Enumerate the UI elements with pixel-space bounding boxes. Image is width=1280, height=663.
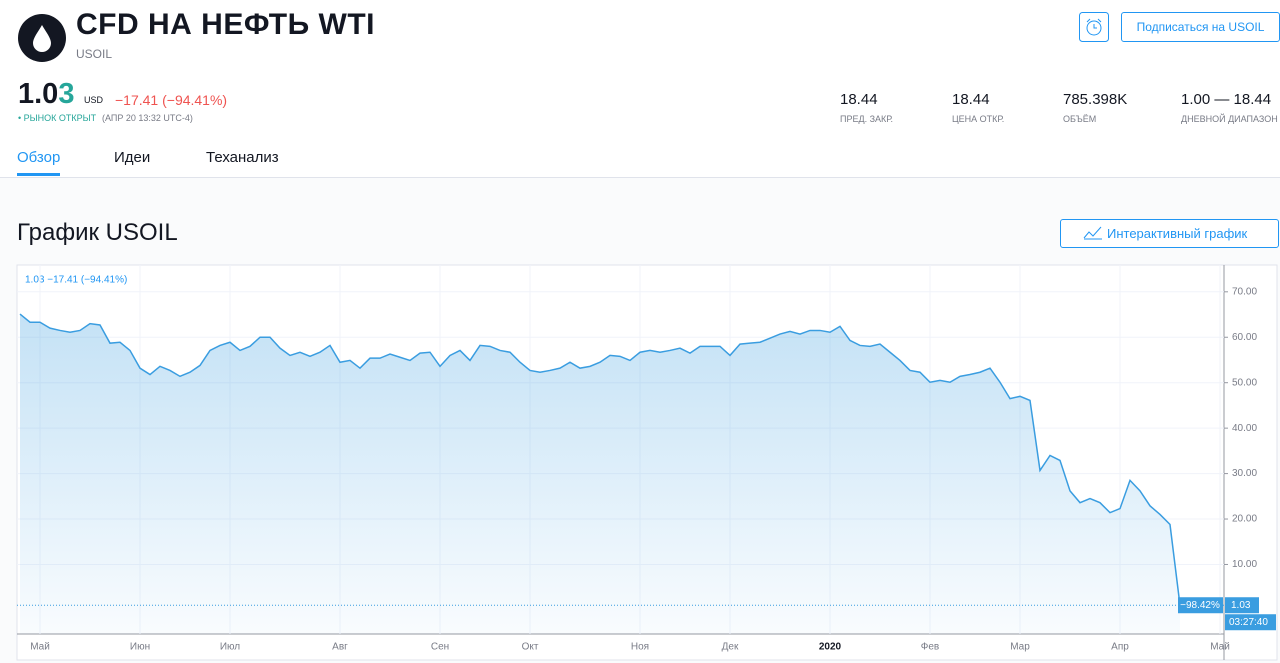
- y-tick-label: 60.00: [1232, 332, 1257, 343]
- x-tick-label: 2020: [819, 642, 842, 653]
- x-tick-label: Окт: [522, 642, 539, 653]
- x-tick-label: Мар: [1010, 642, 1030, 653]
- line: [19, 313, 1181, 606]
- x-tick-label: Май: [1210, 642, 1230, 653]
- countdown-label: 03:27:40: [1229, 617, 1268, 628]
- stat-label: ДНЕВНОЙ ДИАПАЗОН: [1181, 114, 1278, 124]
- x-tick-label: Ноя: [631, 642, 649, 653]
- change-badge: [1178, 597, 1223, 614]
- section-title: График USOIL: [17, 219, 178, 246]
- stat-value: 18.44: [840, 91, 878, 108]
- y-tick-label: 10.00: [1232, 559, 1257, 570]
- change-label: −98.42%: [1180, 600, 1220, 611]
- logo: [18, 14, 66, 62]
- area: [20, 314, 1180, 634]
- interactive-chart-button[interactable]: Интерактивный график: [1060, 219, 1279, 248]
- x-tick-label: Дек: [722, 642, 739, 653]
- alert-button[interactable]: [1079, 12, 1109, 42]
- stat-label: ОБЪЁМ: [1063, 114, 1097, 124]
- button-label: Интерактивный график: [1107, 226, 1248, 241]
- tab[interactable]: Теханализ: [206, 149, 279, 166]
- currency: USD: [84, 95, 104, 105]
- price-last-digit: 3: [58, 78, 75, 110]
- countdown-badge: [1225, 614, 1276, 631]
- x-tick-label: Июн: [130, 642, 150, 653]
- stat-value: 18.44: [952, 91, 990, 108]
- tab[interactable]: Обзор: [17, 149, 61, 176]
- x-tick-label: Фев: [921, 642, 939, 653]
- stat-label: ЦЕНА ОТКР.: [952, 114, 1005, 124]
- chart-icon: [1083, 226, 1102, 240]
- x-tick-label: Сен: [431, 642, 449, 653]
- y-tick-label: 30.00: [1232, 468, 1257, 479]
- x-tick-label: Авг: [332, 642, 348, 653]
- tab[interactable]: Идеи: [114, 149, 151, 166]
- title: CFD НА НЕФТЬ WTI: [76, 8, 375, 41]
- change: −17.41 (−94.41%): [115, 92, 228, 108]
- market-time: (АПР 20 13:32 UTC-4): [102, 113, 193, 123]
- y-tick-label: 20.00: [1232, 514, 1257, 525]
- x-tick-label: Апр: [1111, 642, 1129, 653]
- price-badge: [1225, 597, 1259, 614]
- y-tick-label: 50.00: [1232, 377, 1257, 388]
- stat-value: 1.00 — 18.44: [1181, 91, 1272, 108]
- y-tick-label: 70.00: [1232, 286, 1257, 297]
- price: 1.03: [18, 78, 74, 111]
- market-status: • РЫНОК ОТКРЫТ: [18, 113, 97, 123]
- x-tick-label: Июл: [220, 642, 240, 653]
- legend-text: 1.03 −17.41 (−94.41%): [25, 275, 127, 286]
- stat-value: 785.398K: [1063, 91, 1128, 108]
- price-label: 1.03: [1231, 600, 1251, 611]
- ticker: USOIL: [76, 47, 113, 61]
- x-tick-label: Май: [30, 642, 50, 653]
- stat-label: ПРЕД. ЗАКР.: [840, 114, 894, 124]
- price-main: 1.0: [18, 78, 59, 110]
- y-tick-label: 40.00: [1232, 423, 1257, 434]
